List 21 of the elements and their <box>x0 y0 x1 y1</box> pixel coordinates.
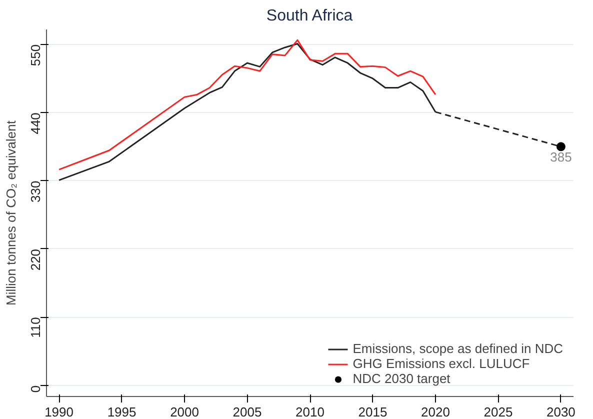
legend-label: Emissions, scope as defined in NDC <box>352 341 563 356</box>
x-tick-label: 2000 <box>170 404 199 419</box>
x-tick-label: 2020 <box>421 404 450 419</box>
y-tick-label: 330 <box>28 180 43 202</box>
y-tick-label: 0 <box>28 385 43 393</box>
y-axis-title: Million tonnes of CO₂ equivalent <box>4 120 18 306</box>
x-tick-label: 2025 <box>484 404 513 419</box>
x-tick-label: 2015 <box>358 404 388 419</box>
x-tick-label: 1990 <box>44 404 74 419</box>
x-tick-label: 2005 <box>232 404 262 419</box>
chart-title: South Africa <box>266 8 353 24</box>
legend-label: GHG Emissions excl. LULUCF <box>352 356 530 371</box>
y-tick-label: 440 <box>28 112 43 134</box>
x-tick-label: 2030 <box>546 404 576 419</box>
x-tick-label: 1995 <box>107 404 136 419</box>
y-tick-label: 550 <box>28 44 43 66</box>
data-label: 385 <box>550 150 572 165</box>
legend-label: NDC 2030 target <box>352 371 450 386</box>
y-tick-label: 110 <box>28 317 43 338</box>
x-tick-label: 2010 <box>296 404 324 419</box>
y-tick-label: 220 <box>28 248 43 271</box>
